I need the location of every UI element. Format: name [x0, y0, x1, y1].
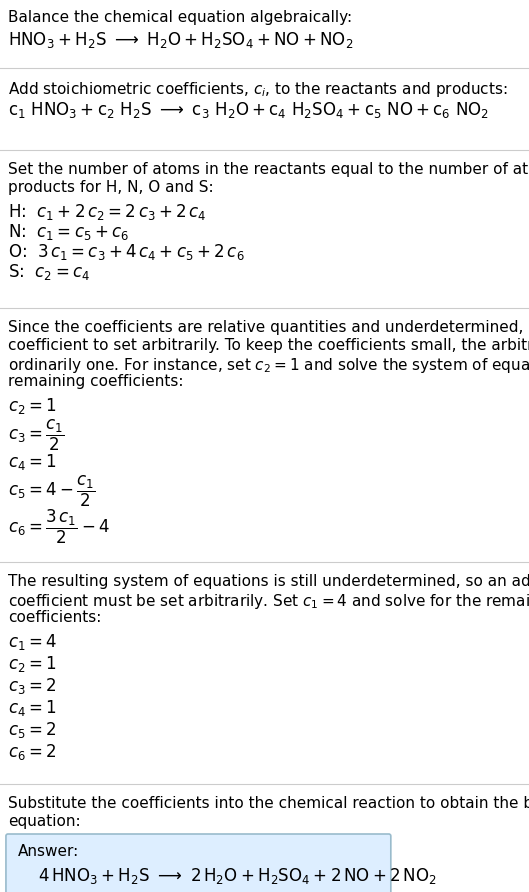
Text: $c_3 = 2$: $c_3 = 2$: [8, 676, 57, 696]
Text: coefficient to set arbitrarily. To keep the coefficients small, the arbitrary va: coefficient to set arbitrarily. To keep …: [8, 338, 529, 353]
FancyBboxPatch shape: [6, 834, 391, 892]
Text: ordinarily one. For instance, set $c_2 = 1$ and solve the system of equations fo: ordinarily one. For instance, set $c_2 =…: [8, 356, 529, 375]
Text: Add stoichiometric coefficients, $c_i$, to the reactants and products:: Add stoichiometric coefficients, $c_i$, …: [8, 80, 507, 99]
Text: $\mathrm{HNO_3 + H_2S \ \longrightarrow \ H_2O + H_2SO_4 + NO + NO_2}$: $\mathrm{HNO_3 + H_2S \ \longrightarrow …: [8, 30, 353, 50]
Text: Answer:: Answer:: [18, 844, 79, 859]
Text: $c_5 = 2$: $c_5 = 2$: [8, 720, 57, 740]
Text: coefficient must be set arbitrarily. Set $c_1 = 4$ and solve for the remaining: coefficient must be set arbitrarily. Set…: [8, 592, 529, 611]
Text: remaining coefficients:: remaining coefficients:: [8, 374, 184, 389]
Text: products for H, N, O and S:: products for H, N, O and S:: [8, 180, 214, 195]
Text: N:  $c_1 = c_5 + c_6$: N: $c_1 = c_5 + c_6$: [8, 222, 129, 242]
Text: $c_3 = \dfrac{c_1}{2}$: $c_3 = \dfrac{c_1}{2}$: [8, 418, 65, 453]
Text: $c_4 = 1$: $c_4 = 1$: [8, 452, 57, 472]
Text: $c_5 = 4 - \dfrac{c_1}{2}$: $c_5 = 4 - \dfrac{c_1}{2}$: [8, 474, 95, 509]
Text: $c_4 = 1$: $c_4 = 1$: [8, 698, 57, 718]
Text: $4\,\mathrm{HNO_3 + H_2S \ \longrightarrow \ 2\,H_2O + H_2SO_4 + 2\,NO + 2\,NO_2: $4\,\mathrm{HNO_3 + H_2S \ \longrightarr…: [38, 866, 436, 886]
Text: Set the number of atoms in the reactants equal to the number of atoms in the: Set the number of atoms in the reactants…: [8, 162, 529, 177]
Text: Balance the chemical equation algebraically:: Balance the chemical equation algebraica…: [8, 10, 352, 25]
Text: Substitute the coefficients into the chemical reaction to obtain the balanced: Substitute the coefficients into the che…: [8, 796, 529, 811]
Text: $c_2 = 1$: $c_2 = 1$: [8, 396, 57, 416]
Text: S:  $c_2 = c_4$: S: $c_2 = c_4$: [8, 262, 90, 282]
Text: $c_6 = 2$: $c_6 = 2$: [8, 742, 57, 762]
Text: Since the coefficients are relative quantities and underdetermined, choose a: Since the coefficients are relative quan…: [8, 320, 529, 335]
Text: O:  $3\,c_1 = c_3 + 4\,c_4 + c_5 + 2\,c_6$: O: $3\,c_1 = c_3 + 4\,c_4 + c_5 + 2\,c_6…: [8, 242, 244, 262]
Text: $c_2 = 1$: $c_2 = 1$: [8, 654, 57, 674]
Text: The resulting system of equations is still underdetermined, so an additional: The resulting system of equations is sti…: [8, 574, 529, 589]
Text: $c_6 = \dfrac{3\,c_1}{2} - 4$: $c_6 = \dfrac{3\,c_1}{2} - 4$: [8, 508, 110, 546]
Text: $\mathrm{c_1\ HNO_3 + c_2\ H_2S \ \longrightarrow \ c_3\ H_2O + c_4\ H_2SO_4 + c: $\mathrm{c_1\ HNO_3 + c_2\ H_2S \ \longr…: [8, 100, 489, 120]
Text: equation:: equation:: [8, 814, 80, 829]
Text: $c_1 = 4$: $c_1 = 4$: [8, 632, 57, 652]
Text: H:  $c_1 + 2\,c_2 = 2\,c_3 + 2\,c_4$: H: $c_1 + 2\,c_2 = 2\,c_3 + 2\,c_4$: [8, 202, 207, 222]
Text: coefficients:: coefficients:: [8, 610, 102, 625]
